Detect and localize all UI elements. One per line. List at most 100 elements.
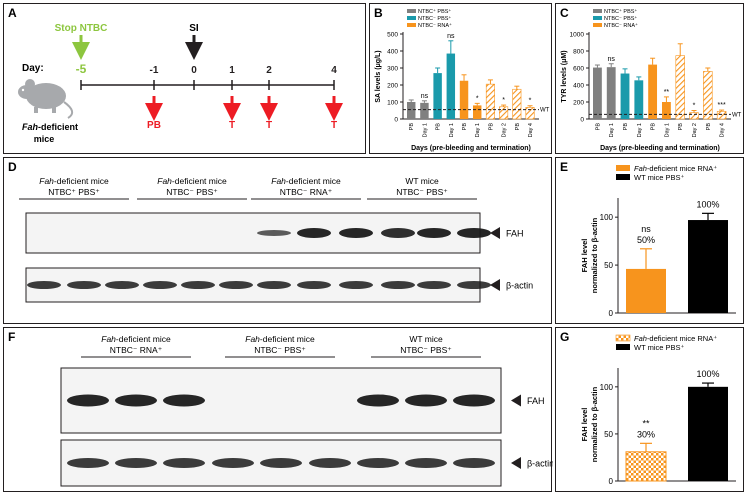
bar [688, 386, 728, 481]
wt-reference-label: WT [732, 112, 742, 118]
bar [485, 83, 495, 120]
bar [420, 102, 429, 119]
blot-arrow-icon [511, 457, 521, 469]
bar [606, 67, 616, 119]
protein-band [457, 281, 491, 289]
group-label-line2: NTBC⁻ PBS⁺ [254, 345, 306, 355]
protein-band [309, 458, 351, 468]
mouse-label-line1: Fah-deficient [22, 122, 78, 132]
timeline-day-label: 1 [229, 65, 235, 76]
x-tick-label: PB [595, 123, 601, 131]
significance-label: * [693, 103, 696, 110]
bar [433, 73, 442, 119]
protein-band [260, 458, 302, 468]
panel-a: A Stop NTBC SI Day: -5 -1 0 1 2 4 PB T T T Fah-de… [3, 3, 366, 154]
percent-label: 100% [696, 369, 719, 379]
panel-c: C 0 200 400 600 800 1000 TYR levels (μM) Days (p… [555, 3, 744, 154]
y-axis-label: SA levels (μg/L) [375, 50, 382, 102]
group-label-rest: -deficient mice [260, 334, 315, 344]
group-label-line1: Fah-deficient mice [39, 176, 109, 186]
legend-label: NTBC⁻ RNA⁺ [418, 22, 452, 29]
legend-label: NTBC⁻ PBS⁺ [418, 15, 451, 22]
group-label-line1: Fah-deficient mice [271, 176, 341, 186]
group-label-italic: Fah [271, 176, 286, 186]
legend-label: NTBC⁻ PBS⁺ [604, 15, 637, 22]
y-tick-label: 0 [609, 309, 614, 318]
protein-band [357, 394, 399, 407]
group-label-line1: WT mice [409, 334, 443, 344]
protein-band [212, 458, 254, 468]
x-axis-label: Days (pre-bleeding and termination) [600, 145, 720, 152]
panel-b: B 0 100 200 300 400 500 SA levels (μg/L) Days (p… [369, 3, 552, 154]
x-tick-label: PB [706, 123, 712, 131]
stop-ntbc-label: Stop NTBC [55, 23, 108, 34]
group-label-italic: Fah [245, 334, 260, 344]
y-tick-label: 600 [573, 66, 584, 73]
protein-band [405, 458, 447, 468]
x-axis-label: Days (pre-bleeding and termination) [411, 145, 531, 152]
event-label: T [331, 120, 337, 131]
bar [662, 102, 671, 119]
protein-band [163, 394, 205, 407]
day-label: Day: [22, 63, 44, 74]
mouse-icon [18, 79, 74, 119]
bar [625, 451, 667, 482]
x-tick-label: PB [651, 123, 657, 131]
panel-label: D [8, 160, 17, 174]
protein-band [339, 228, 373, 238]
legend-swatch [615, 334, 631, 342]
protein-band [457, 228, 491, 238]
legend-italic: Fah [634, 164, 647, 173]
x-tick-label: PB [678, 123, 684, 131]
y-axis-label: FAH level [580, 239, 589, 273]
group-label-italic: Fah [101, 334, 116, 344]
event-label: T [229, 120, 235, 131]
group-label-line2: NTBC⁻ RNA⁺ [280, 187, 333, 197]
legend-swatch [616, 174, 630, 180]
protein-band [219, 281, 253, 289]
y-tick-label: 100 [387, 100, 398, 107]
legend-label: NTBC⁺ PBS⁺ [418, 8, 451, 15]
event-label: PB [147, 120, 161, 131]
panel-d: D Fah-deficient mice NTBC⁺ PBS⁺ Fah-deficie… [3, 157, 552, 324]
legend-rest: -deficient mice RNA⁺ [647, 164, 717, 173]
group-label-line1: Fah-deficient mice [157, 176, 227, 186]
x-tick-label: Day 1 [422, 123, 428, 137]
y-axis-label: TYR levels (μM) [561, 50, 568, 102]
x-tick-label: Day 2 [502, 123, 508, 137]
x-tick-label: Day 4 [720, 123, 726, 137]
y-tick-label: 100 [600, 213, 614, 222]
legend-swatch [593, 16, 602, 20]
y-tick-label: 50 [604, 430, 613, 439]
legend-label: NTBC⁺ PBS⁺ [604, 8, 637, 15]
y-axis-label: FAH level [580, 408, 589, 442]
x-tick-label: Day 1 [664, 123, 670, 137]
panel-label: F [8, 330, 15, 344]
significance-label: ** [642, 418, 650, 428]
protein-band [453, 458, 495, 468]
protein-band [181, 281, 215, 289]
group-label-italic: Fah [157, 176, 172, 186]
bar [626, 268, 666, 313]
protein-band [381, 228, 415, 238]
group-label-line1: WT mice [405, 176, 439, 186]
protein-band [257, 281, 291, 289]
protein-band [357, 458, 399, 468]
timeline-day-label: -5 [76, 62, 87, 76]
legend-swatch [407, 9, 416, 13]
protein-band [339, 281, 373, 289]
group-label-rest: -deficient mice [286, 176, 341, 186]
y-tick-label: 1000 [570, 32, 585, 39]
x-tick-label: PB [462, 123, 468, 131]
sa-levels-chart: B 0 100 200 300 400 500 SA levels (μg/L) Days (p… [374, 6, 550, 152]
x-tick-label: Day 1 [637, 123, 643, 137]
bar [689, 112, 699, 120]
legend-swatch [593, 9, 602, 13]
protein-band [381, 281, 415, 289]
legend-label: Fah-deficient mice RNA⁺ [634, 164, 717, 173]
y-tick-label: 0 [580, 117, 584, 124]
panel-label: G [560, 330, 569, 344]
bar [512, 88, 522, 120]
significance-label: ns [608, 56, 616, 63]
significance-label: * [476, 95, 479, 102]
